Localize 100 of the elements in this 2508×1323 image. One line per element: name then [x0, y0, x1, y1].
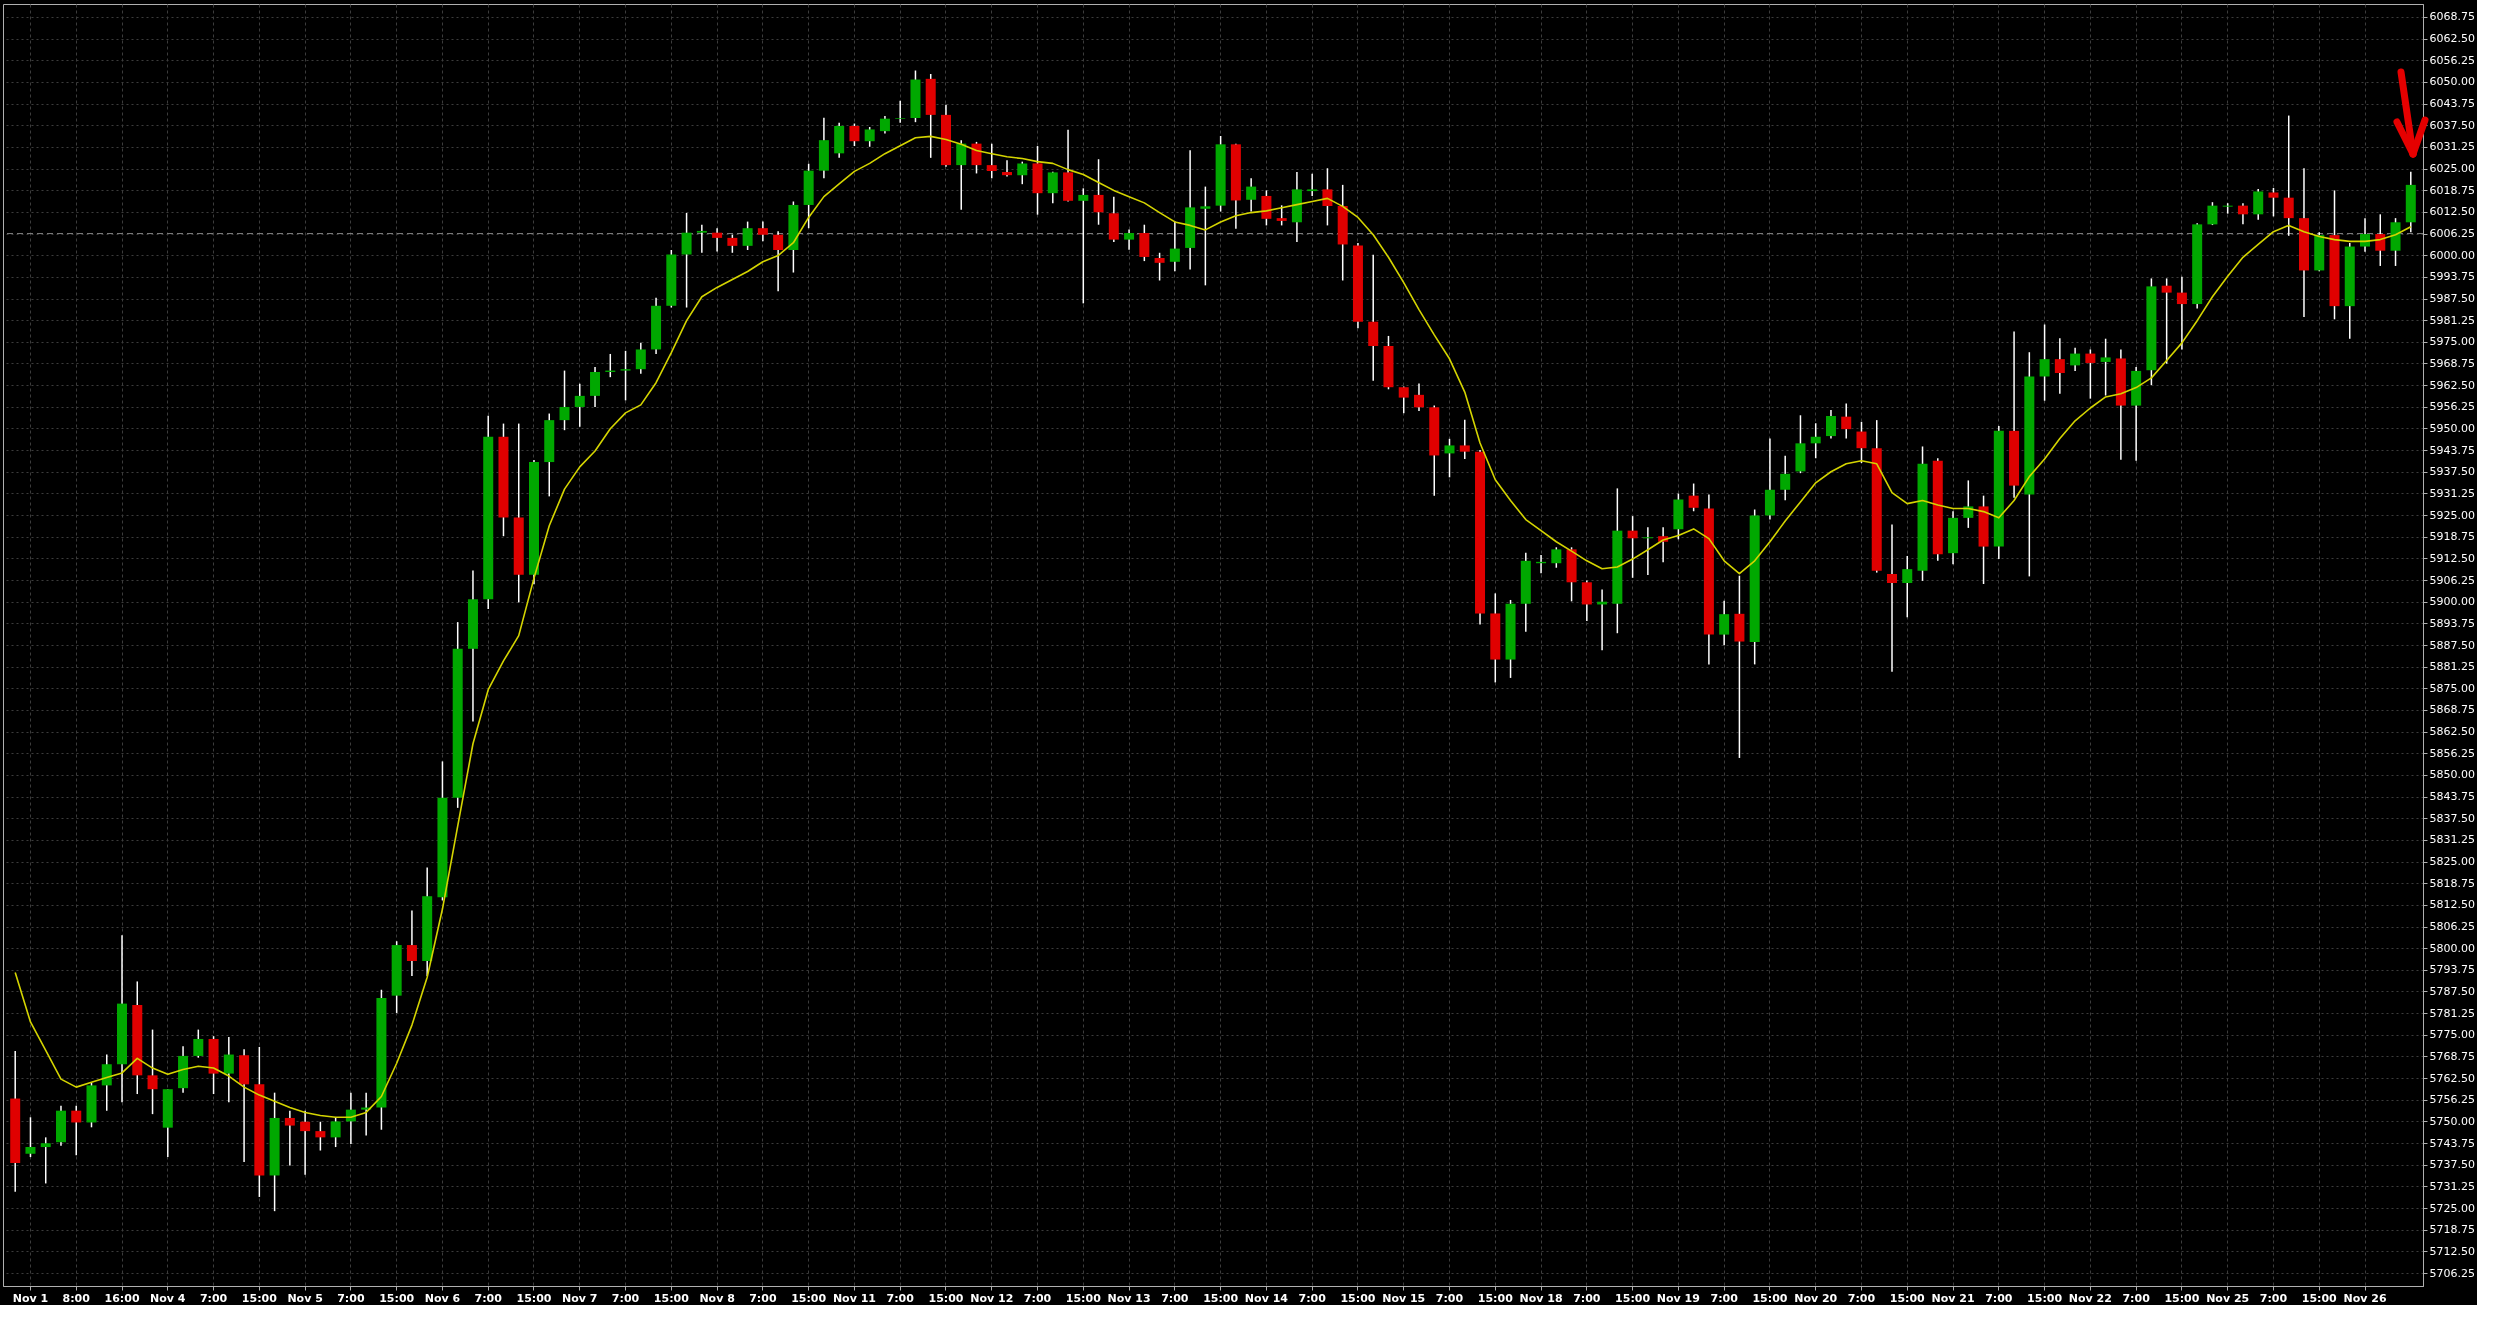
x-tick-label: Nov 20 [1794, 1291, 1838, 1305]
candlestick [2100, 337, 2111, 397]
y-tick-label: 5787.50 [2429, 984, 2475, 998]
candlestick [1413, 382, 1424, 412]
candlestick [1017, 160, 1028, 185]
x-tick-label: Nov 13 [1107, 1291, 1151, 1305]
candlestick [1093, 158, 1104, 226]
candlestick [1398, 385, 1409, 414]
candlestick [1322, 167, 1333, 227]
y-tick-label: 5781.25 [2429, 1006, 2475, 1020]
candlestick [1856, 421, 1867, 464]
y-tick-label: 6068.75 [2429, 10, 2475, 24]
y-tick-label: 5718.75 [2429, 1223, 2475, 1237]
x-tick-label: 15:00 [1340, 1291, 1376, 1305]
candlestick [559, 369, 570, 431]
candlestick [864, 126, 875, 148]
x-tick-label: Nov 25 [2206, 1291, 2250, 1305]
candlestick [956, 139, 967, 211]
y-tick-label: 5768.75 [2429, 1049, 2475, 1063]
x-tick-label: 15:00 [2027, 1291, 2063, 1305]
x-tick-label: Nov 14 [1244, 1291, 1289, 1305]
x-tick-label: 7:00 [1023, 1291, 1052, 1305]
y-tick-label: 5975.00 [2429, 335, 2475, 349]
x-tick-label: 7:00 [1573, 1291, 1601, 1305]
y-tick-label: 5856.25 [2429, 746, 2475, 760]
candlestick [1139, 223, 1150, 262]
x-tick-label: 15:00 [1203, 1291, 1239, 1305]
candlestick [1825, 409, 1836, 440]
candlestick [1642, 526, 1653, 576]
x-tick-label: Nov 26 [2343, 1291, 2387, 1305]
candlestick [71, 1105, 82, 1157]
y-tick-label: 5906.25 [2429, 573, 2475, 587]
x-tick-label: 15:00 [1477, 1291, 1514, 1305]
candlestick [300, 1109, 311, 1176]
y-tick-label: 5950.00 [2429, 421, 2475, 435]
y-tick-label: 5806.25 [2429, 920, 2475, 934]
y-tick-label: 5743.75 [2429, 1136, 2475, 1150]
candlestick [315, 1121, 326, 1152]
y-tick-label: 5712.50 [2429, 1244, 2475, 1258]
y-tick-label: 5962.50 [2429, 378, 2475, 392]
candlestick [2283, 114, 2294, 237]
y-tick-label: 5943.75 [2429, 443, 2475, 457]
candlestick [727, 234, 738, 254]
x-tick-label: 15:00 [241, 1291, 278, 1305]
y-tick-label: 5725.00 [2429, 1201, 2475, 1215]
candlestick [1780, 455, 1791, 501]
candlestick [2070, 346, 2081, 372]
x-tick-label: Nov 21 [1931, 1291, 1975, 1305]
y-tick-label: 5918.75 [2429, 530, 2475, 544]
candlestick [696, 223, 707, 254]
candlestick [1169, 220, 1180, 272]
y-tick-label: 5937.50 [2429, 465, 2475, 479]
y-tick-label: 5993.75 [2429, 270, 2475, 284]
candlestick [1261, 189, 1272, 227]
candlestick [1276, 204, 1287, 227]
candlestick [1887, 523, 1897, 673]
y-tick-label: 5850.00 [2429, 768, 2475, 782]
candlestick [590, 366, 601, 408]
candlestick [1444, 438, 1455, 479]
candlestick [1581, 579, 1592, 622]
candlestick [986, 142, 997, 180]
x-tick-label: 15:00 [516, 1291, 552, 1305]
y-tick-label: 5968.75 [2429, 356, 2475, 370]
candlestick [101, 1053, 112, 1112]
x-tick-label: 7:00 [1710, 1291, 1739, 1305]
candlestick [1810, 422, 1821, 459]
y-tick-label: 6043.75 [2429, 97, 2475, 111]
candlestick [971, 141, 982, 175]
candlestick [773, 230, 784, 292]
y-tick-label: 6006.25 [2429, 227, 2475, 241]
candlestick [1047, 170, 1058, 204]
candlestick [757, 220, 768, 243]
x-tick-label: 7:00 [886, 1291, 915, 1305]
x-tick-label: Nov 5 [287, 1291, 323, 1305]
candlestick [2375, 213, 2386, 267]
candlestick [2085, 348, 2096, 400]
candlestick [40, 1136, 51, 1185]
x-tick-label: 7:00 [2259, 1291, 2288, 1305]
candlestick [1719, 599, 1730, 647]
candlestick [1841, 402, 1852, 440]
candlestick [1307, 173, 1318, 197]
candlestick [193, 1028, 204, 1059]
candlestick [406, 909, 417, 977]
y-tick-label: 5925.00 [2429, 508, 2475, 522]
x-tick-label: 15:00 [379, 1291, 415, 1305]
candlestick [2253, 188, 2264, 221]
candlestick [2360, 217, 2371, 253]
y-tick-label: 5837.50 [2429, 811, 2475, 825]
x-tick-label: 7:00 [1847, 1291, 1876, 1305]
x-tick-label: Nov 12 [970, 1291, 1014, 1305]
x-tick-label: 7:00 [1161, 1291, 1189, 1305]
candlestick [1200, 185, 1211, 287]
y-tick-label: 5887.50 [2429, 638, 2475, 652]
y-tick-label: 6056.25 [2429, 53, 2475, 67]
x-tick-label: 7:00 [2122, 1291, 2151, 1305]
candlestick [1688, 482, 1699, 513]
x-tick-label: Nov 7 [562, 1291, 598, 1305]
candlestick [1078, 187, 1089, 305]
y-tick-label: 5825.00 [2429, 855, 2475, 869]
y-tick-label: 6018.75 [2429, 183, 2475, 197]
